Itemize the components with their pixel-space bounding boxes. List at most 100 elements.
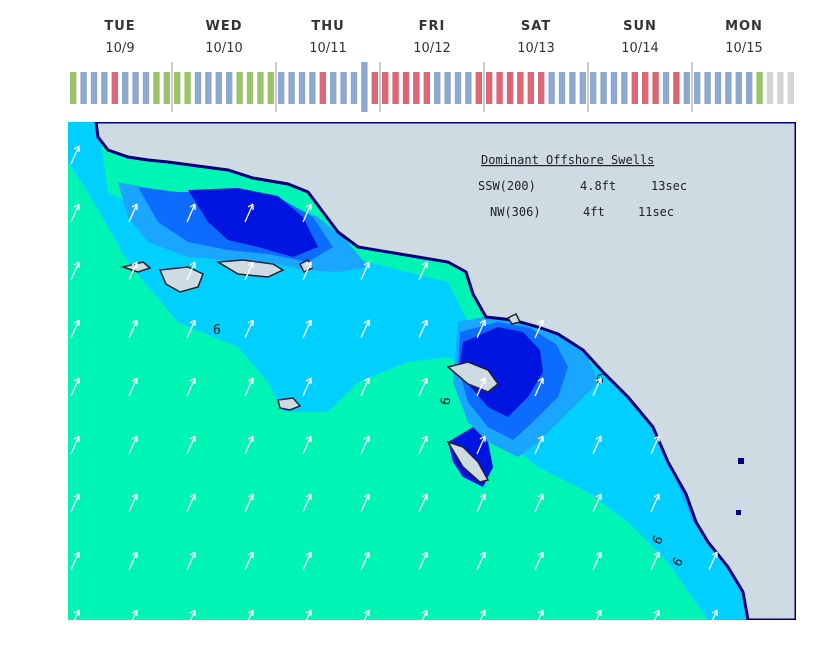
timeline-bar[interactable]: [746, 72, 753, 104]
timeline-bar[interactable]: [600, 72, 607, 104]
timeline-bar[interactable]: [714, 72, 722, 104]
swell-arrow: [360, 377, 370, 397]
timeline-bar[interactable]: [80, 72, 87, 104]
timeline-bar[interactable]: [454, 72, 462, 104]
contour-label: 6: [438, 396, 454, 406]
timeline-bar[interactable]: [226, 72, 233, 104]
timeline-bar[interactable]: [434, 72, 441, 104]
timeline-bar[interactable]: [205, 72, 212, 104]
timeline-bar[interactable]: [652, 72, 659, 104]
timeline-bar[interactable]: [215, 72, 222, 104]
timeline-bar[interactable]: [590, 72, 597, 104]
swell-arrow: [302, 551, 312, 571]
timeline-bar[interactable]: [298, 72, 306, 104]
swell-arrow: [70, 377, 80, 397]
timeline-bar[interactable]: [621, 72, 628, 104]
swell-arrow-head: [479, 435, 486, 442]
timeline-bar[interactable]: [309, 72, 316, 104]
day-column[interactable]: FRI 10/12: [380, 14, 484, 60]
timeline-bar[interactable]: [538, 72, 545, 104]
timeline-bar[interactable]: [184, 72, 191, 104]
timeline-bar[interactable]: [70, 72, 77, 104]
timeline-bar[interactable]: [694, 72, 701, 104]
timeline-bar[interactable]: [174, 72, 181, 104]
timeline-bar[interactable]: [756, 72, 763, 104]
timeline-bar[interactable]: [423, 72, 430, 104]
timeline-bar[interactable]: [527, 72, 534, 104]
timeline-bar[interactable]: [361, 62, 368, 112]
swell-arrow-head: [595, 435, 602, 442]
timeline-bar[interactable]: [610, 72, 618, 104]
swell-arrow-head: [73, 493, 80, 500]
day-column[interactable]: SUN 10/14: [588, 14, 692, 60]
day-column[interactable]: WED 10/10: [172, 14, 276, 60]
timeline-bar[interactable]: [496, 72, 503, 104]
timeline-bar[interactable]: [735, 72, 742, 104]
timeline-bar[interactable]: [340, 72, 347, 104]
timeline-bar[interactable]: [777, 72, 784, 104]
timeline-bar[interactable]: [787, 72, 794, 104]
swell-arrow: [534, 319, 544, 339]
day-date: 10/14: [621, 41, 659, 56]
timeline-bar[interactable]: [163, 72, 170, 104]
day-column[interactable]: THU 10/11: [276, 14, 380, 60]
timeline-bar[interactable]: [506, 72, 514, 104]
timeline-bar[interactable]: [392, 72, 399, 104]
timeline-bar[interactable]: [402, 72, 410, 104]
timeline-bar[interactable]: [579, 72, 586, 104]
swell-arrow-head: [247, 261, 254, 268]
timeline-bar[interactable]: [236, 72, 243, 104]
timeline-bar[interactable]: [631, 72, 638, 104]
timeline-bar[interactable]: [413, 72, 420, 104]
timeline-bar[interactable]: [288, 72, 295, 104]
timeline-bar[interactable]: [132, 72, 139, 104]
day-column[interactable]: TUE 10/9: [68, 14, 172, 60]
timeline-bar[interactable]: [548, 72, 555, 104]
timeline-bar[interactable]: [194, 72, 202, 104]
swell-arrow-head: [653, 551, 660, 558]
timeline-bar[interactable]: [142, 72, 150, 104]
timeline-bar[interactable]: [475, 72, 482, 104]
day-name: WED: [205, 19, 243, 34]
timeline-bar[interactable]: [662, 72, 670, 104]
timeline-bar[interactable]: [101, 72, 108, 104]
timeline-bar[interactable]: [704, 72, 711, 104]
swell-arrow-head: [479, 551, 486, 558]
timeline-bar[interactable]: [517, 72, 524, 104]
swell-arrow-head: [595, 609, 602, 616]
swell-arrow: [534, 377, 544, 397]
timeline-bar[interactable]: [558, 72, 566, 104]
timeline-bar[interactable]: [683, 72, 690, 104]
timeline-bar[interactable]: [673, 72, 680, 104]
swell-arrow-head: [189, 261, 196, 268]
timeline-bar[interactable]: [153, 72, 160, 104]
timeline-bar[interactable]: [122, 72, 129, 104]
swell-arrow-head: [421, 261, 428, 268]
swell-arrow-head: [131, 493, 138, 500]
timeline-bar[interactable]: [278, 72, 285, 104]
timeline-bar[interactable]: [444, 72, 451, 104]
timeline-bar[interactable]: [111, 72, 118, 104]
timeline-bar[interactable]: [569, 72, 576, 104]
timeline-bar[interactable]: [642, 72, 649, 104]
timeline-bar[interactable]: [725, 72, 732, 104]
timeline-bar[interactable]: [257, 72, 264, 104]
day-column[interactable]: SAT 10/13: [484, 14, 588, 60]
timeline-bar[interactable]: [90, 72, 98, 104]
swell-arrow-head: [653, 493, 660, 500]
timeline-bar[interactable]: [465, 72, 472, 104]
forecast-timeline[interactable]: [68, 62, 796, 112]
timeline-bar[interactable]: [766, 72, 774, 104]
swell-map[interactable]: 6 6 6 6 6 Dominant Offshore Swells SSW(2…: [68, 122, 796, 620]
timeline-bar[interactable]: [486, 72, 493, 104]
timeline-bar[interactable]: [330, 72, 337, 104]
timeline-bar[interactable]: [371, 72, 378, 104]
swell-arrow-head: [247, 493, 254, 500]
day-column[interactable]: MON 10/15: [692, 14, 796, 60]
swell-arrow: [421, 609, 428, 620]
timeline-bar[interactable]: [246, 72, 254, 104]
timeline-bar[interactable]: [350, 72, 358, 104]
timeline-bar[interactable]: [319, 72, 326, 104]
timeline-bar[interactable]: [267, 72, 274, 104]
timeline-bar[interactable]: [382, 72, 389, 104]
